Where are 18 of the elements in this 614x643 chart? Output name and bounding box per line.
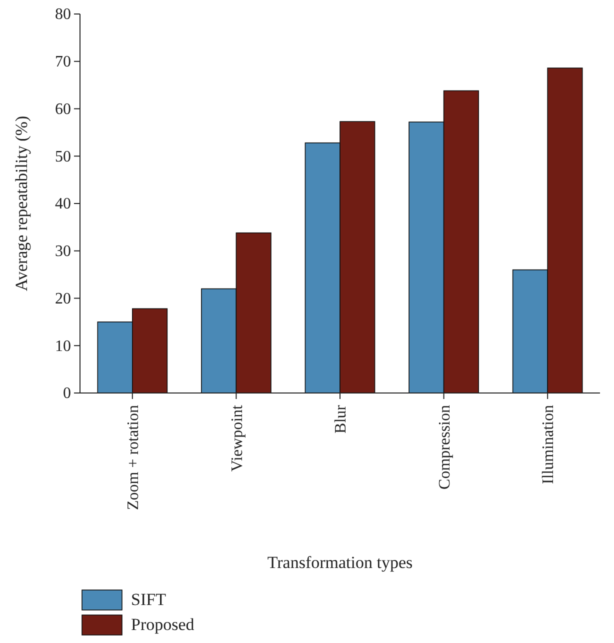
y-tick-label: 40: [55, 196, 71, 213]
y-tick-label: 30: [55, 242, 71, 260]
y-tick-label: 10: [55, 338, 71, 355]
x-tick-label: Illumination: [540, 405, 558, 484]
x-tick-label: Zoom + rotation: [125, 405, 142, 510]
y-tick-label: 70: [55, 53, 71, 70]
legend-label: Proposed: [131, 615, 195, 634]
x-tick-label: Blur: [332, 404, 350, 434]
x-tick-label: Compression: [436, 405, 454, 490]
x-axis-title: Transformation types: [267, 553, 413, 572]
y-tick-label: 80: [55, 6, 71, 24]
y-tick-label: 20: [55, 290, 71, 308]
x-tick-label: Viewpoint: [228, 404, 246, 472]
y-tick-label: 60: [55, 100, 71, 118]
y-tick-label: 0: [63, 385, 71, 402]
y-axis-title: Average repeatability (%): [12, 116, 31, 292]
legend-label: SIFT: [131, 590, 167, 609]
y-tick-label: 50: [55, 148, 71, 166]
